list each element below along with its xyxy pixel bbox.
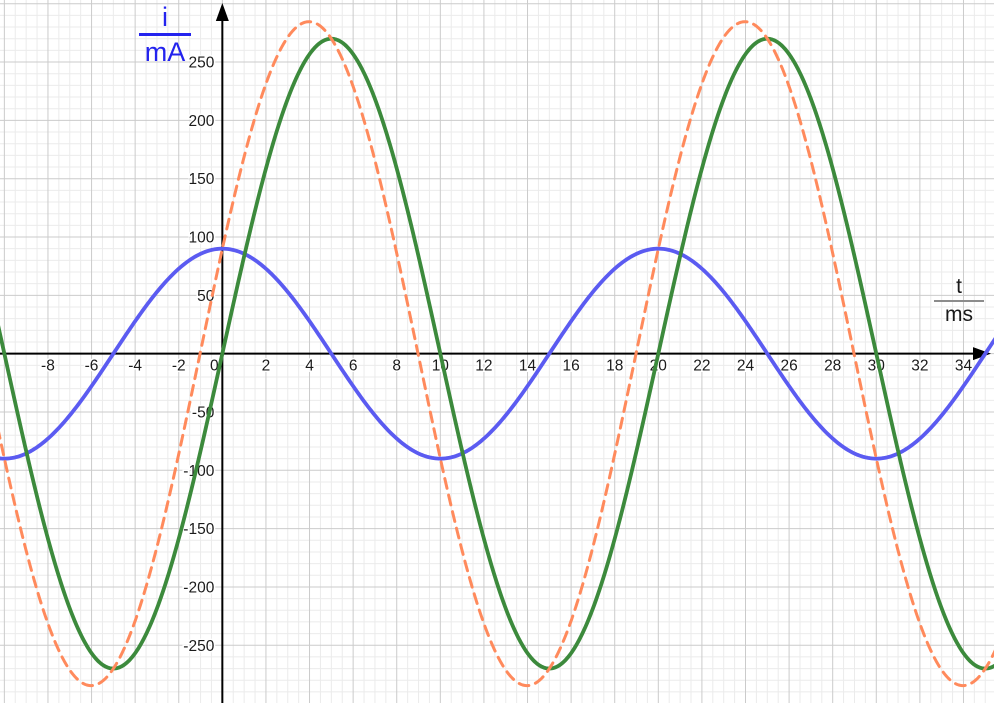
x-tick-label: 26 <box>780 358 797 375</box>
x-tick-label: 34 <box>955 358 973 375</box>
y-tick-label: 250 <box>188 55 214 72</box>
x-axis-label-numerator: t <box>956 275 962 298</box>
curve-i-total-orange-dashed <box>0 20 994 688</box>
x-tick-label: -6 <box>85 358 99 375</box>
x-tick-label: 2 <box>262 358 271 375</box>
x-tick-label: -8 <box>41 358 55 375</box>
x-tick-label: 28 <box>824 358 841 375</box>
x-tick-label: -4 <box>128 358 142 375</box>
x-tick-label: 22 <box>693 358 710 375</box>
y-tick-label: 200 <box>188 113 214 130</box>
x-tick-label: 12 <box>475 358 492 375</box>
x-axis-fraction-bar <box>934 300 984 303</box>
y-tick-label: -200 <box>183 579 214 596</box>
y-axis-arrow <box>215 3 229 21</box>
x-tick-label: 18 <box>606 358 623 375</box>
y-tick-label: 150 <box>188 171 214 188</box>
x-tick-label: 4 <box>305 358 314 375</box>
x-axis-arrow <box>973 347 991 361</box>
x-tick-label: 8 <box>392 358 401 375</box>
curve-i2-green-sine <box>0 36 994 671</box>
x-tick-label: 14 <box>519 358 537 375</box>
x-axis-label: t ms <box>934 275 984 327</box>
y-tick-label: -100 <box>183 463 214 480</box>
x-tick-label: 32 <box>911 358 928 375</box>
y-axis-fraction-bar <box>139 33 191 37</box>
x-tick-label: 24 <box>737 358 755 375</box>
x-tick-label: -2 <box>172 358 186 375</box>
y-tick-label: -250 <box>183 638 214 655</box>
x-tick-label: 6 <box>349 358 358 375</box>
axes <box>0 3 991 703</box>
y-axis-label-denominator: mA <box>144 37 186 68</box>
y-tick-label: -150 <box>183 521 214 538</box>
x-axis-label-denominator: ms <box>945 303 973 327</box>
curve-i1-blue-sine <box>0 246 994 461</box>
y-axis-label: i mA <box>139 3 191 67</box>
y-tick-label: 100 <box>188 230 214 247</box>
tick-labels: -8 -6 -4 -2 0 2 4 6 8 10 12 14 16 18 20 22 24 26 28 30 32 342… <box>40 53 974 656</box>
x-tick-label: 16 <box>562 358 579 375</box>
y-axis-label-numerator: i <box>162 2 168 32</box>
